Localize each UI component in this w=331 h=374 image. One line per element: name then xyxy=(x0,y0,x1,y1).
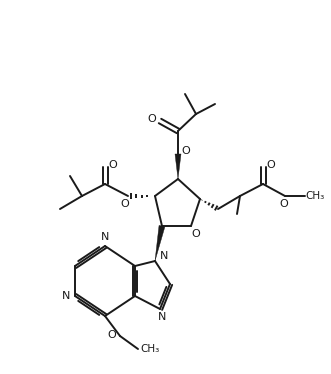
Text: N: N xyxy=(158,312,166,322)
Text: N: N xyxy=(101,232,109,242)
Polygon shape xyxy=(175,154,181,179)
Text: O: O xyxy=(192,229,200,239)
Polygon shape xyxy=(155,226,165,261)
Text: N: N xyxy=(62,291,70,301)
Text: O: O xyxy=(148,114,156,124)
Text: O: O xyxy=(108,330,117,340)
Text: CH₃: CH₃ xyxy=(306,191,325,201)
Text: O: O xyxy=(280,199,288,209)
Text: CH₃: CH₃ xyxy=(140,344,160,354)
Text: N: N xyxy=(160,251,168,261)
Text: O: O xyxy=(267,160,275,170)
Text: O: O xyxy=(120,199,129,209)
Text: O: O xyxy=(109,160,118,170)
Text: O: O xyxy=(182,146,190,156)
